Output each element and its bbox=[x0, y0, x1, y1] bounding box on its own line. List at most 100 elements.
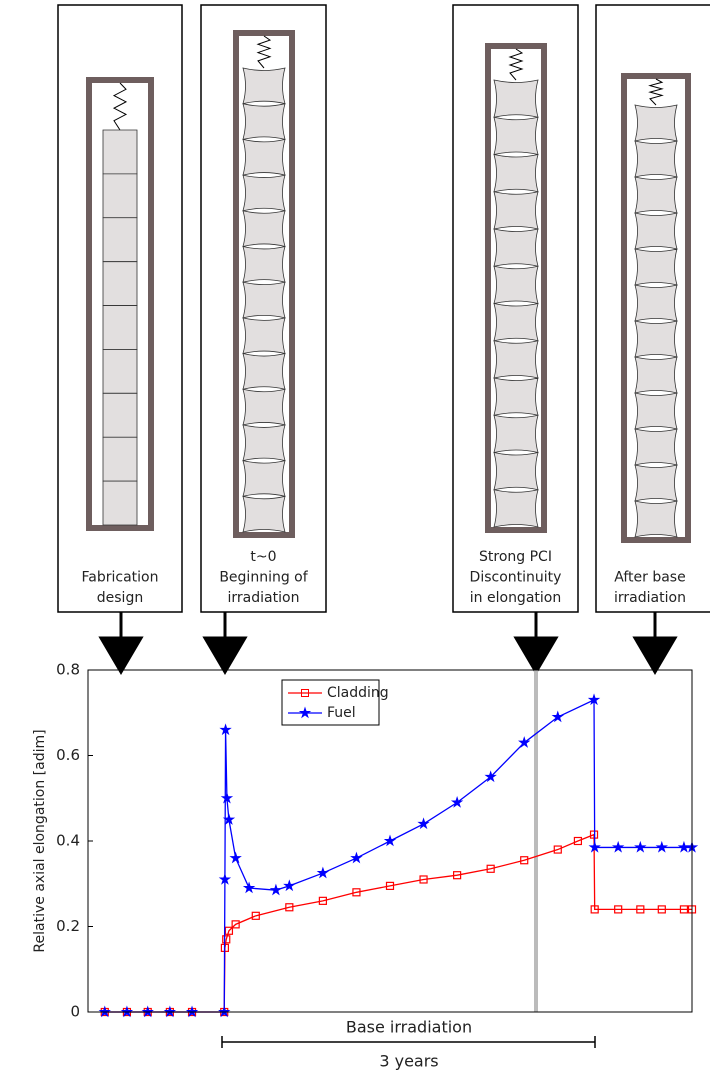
pellet bbox=[634, 248, 678, 286]
marker bbox=[224, 926, 234, 935]
marker bbox=[163, 1005, 177, 1018]
marker bbox=[185, 1005, 199, 1018]
panel-caption: in elongation bbox=[470, 590, 561, 606]
marker bbox=[453, 871, 462, 880]
pellet bbox=[493, 414, 539, 454]
pellet bbox=[634, 212, 678, 250]
marker bbox=[520, 856, 529, 865]
marker bbox=[231, 920, 240, 929]
cladding bbox=[621, 73, 691, 543]
cladding bbox=[233, 30, 295, 538]
marker bbox=[385, 881, 395, 890]
panel-caption: irradiation bbox=[228, 590, 300, 606]
marker bbox=[120, 1005, 134, 1018]
marker bbox=[283, 879, 296, 892]
legend-marker bbox=[301, 689, 309, 697]
pellet bbox=[634, 140, 678, 178]
marker bbox=[218, 872, 232, 885]
marker bbox=[657, 905, 666, 914]
cladding bbox=[485, 43, 547, 533]
pellet bbox=[634, 284, 678, 322]
pellet bbox=[634, 176, 678, 214]
span-label: 3 years bbox=[379, 1052, 438, 1071]
pellet bbox=[242, 281, 286, 319]
panel-caption: Beginning of bbox=[219, 570, 308, 586]
pellet bbox=[102, 261, 138, 306]
spring bbox=[648, 78, 664, 106]
pellet bbox=[493, 302, 539, 342]
marker bbox=[218, 1005, 231, 1018]
marker bbox=[450, 796, 464, 808]
pellet bbox=[242, 388, 286, 426]
marker bbox=[634, 840, 647, 853]
pellet bbox=[102, 217, 138, 263]
pellet bbox=[493, 265, 539, 305]
spring bbox=[256, 35, 272, 69]
pellet bbox=[634, 500, 678, 538]
marker bbox=[573, 836, 583, 846]
marker bbox=[141, 1005, 154, 1018]
marker bbox=[587, 693, 601, 706]
panel-caption: After base bbox=[614, 570, 685, 586]
pellet bbox=[493, 191, 539, 230]
marker bbox=[551, 710, 564, 723]
panel-caption: Discontinuity bbox=[470, 570, 562, 586]
pellet bbox=[102, 349, 138, 394]
marker bbox=[285, 903, 294, 912]
arrows bbox=[98, 612, 678, 675]
pellet bbox=[242, 317, 286, 355]
pellet bbox=[102, 305, 138, 350]
y-axis-label: Relative axial elongation [adim] bbox=[32, 729, 48, 952]
panel-caption: design bbox=[97, 590, 143, 606]
marker bbox=[269, 883, 283, 896]
pellet bbox=[242, 210, 286, 248]
pellet bbox=[634, 428, 678, 466]
panel-caption: Fabrication bbox=[82, 570, 159, 586]
marker bbox=[636, 905, 645, 914]
marker bbox=[222, 813, 236, 825]
marker bbox=[486, 864, 495, 873]
spring bbox=[112, 82, 128, 131]
pellet bbox=[634, 356, 678, 394]
annotation: Base irradiation bbox=[346, 1018, 472, 1037]
legend-label: Fuel bbox=[327, 705, 356, 721]
pellet bbox=[242, 424, 286, 462]
marker bbox=[655, 840, 668, 853]
legend-label: Cladding bbox=[327, 685, 389, 701]
legend: Cladding Fuel bbox=[281, 679, 389, 726]
marker bbox=[219, 723, 232, 736]
legend-marker bbox=[298, 706, 312, 719]
pellet bbox=[493, 489, 539, 528]
pellet bbox=[242, 245, 286, 283]
panel-caption: t~0 bbox=[250, 549, 276, 565]
marker bbox=[484, 770, 497, 783]
span-bracket bbox=[221, 1036, 596, 1048]
y-tick-label: 0.2 bbox=[56, 917, 80, 935]
axes-box bbox=[87, 669, 693, 1013]
marker bbox=[222, 935, 231, 944]
marker bbox=[251, 911, 260, 920]
marker bbox=[242, 881, 256, 894]
marker bbox=[383, 834, 397, 847]
y-tick-label: 0.4 bbox=[56, 832, 80, 850]
pellet bbox=[242, 67, 286, 105]
pellet bbox=[634, 104, 678, 142]
marker bbox=[98, 1005, 111, 1018]
marker bbox=[553, 845, 562, 854]
pellet bbox=[102, 392, 138, 438]
marker bbox=[419, 875, 428, 884]
marker bbox=[229, 851, 242, 864]
y-tick-label: 0.8 bbox=[56, 661, 80, 679]
marker bbox=[316, 866, 330, 879]
pellet bbox=[634, 392, 678, 430]
pellet bbox=[242, 352, 286, 390]
marker bbox=[614, 905, 623, 914]
pellet bbox=[102, 129, 138, 175]
pellet bbox=[242, 174, 286, 212]
pellet bbox=[102, 480, 138, 526]
y-tick-label: 0 bbox=[70, 1003, 80, 1021]
panel-caption: Strong PCI bbox=[479, 549, 552, 565]
pellet bbox=[493, 377, 539, 416]
pellet bbox=[634, 464, 678, 502]
